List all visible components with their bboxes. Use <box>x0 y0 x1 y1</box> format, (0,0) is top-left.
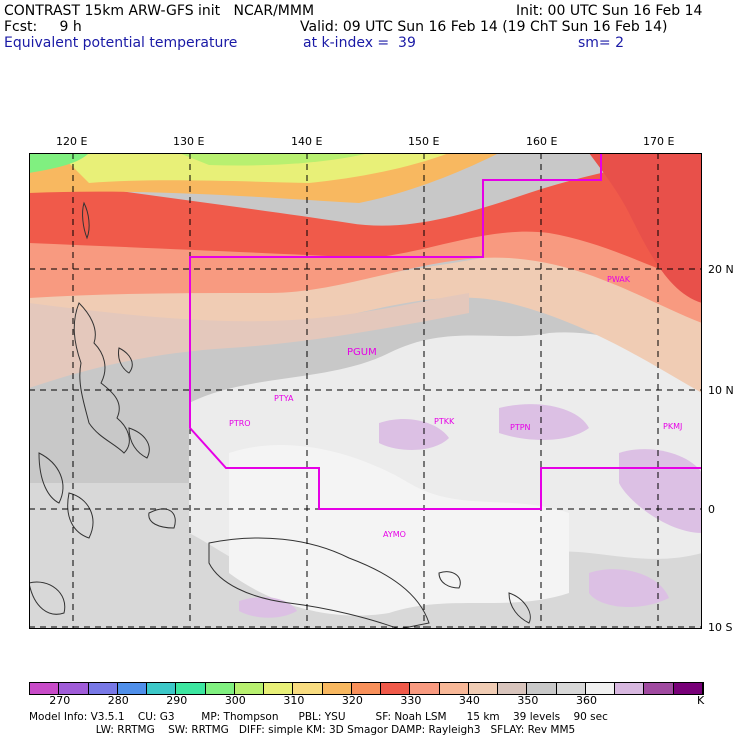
footer-physics-info: LW: RRTMG SW: RRTMG DIFF: simple KM: 3D … <box>29 724 576 736</box>
colorbar-tick-label: 290 <box>166 694 188 707</box>
header-valid-time: Valid: 09 UTC Sun 16 Feb 14 (19 ChT Sun … <box>300 19 668 35</box>
lat-label: 20 N <box>708 263 734 276</box>
coast-visayas <box>118 347 133 374</box>
coast-islands-sw <box>29 581 66 615</box>
lat-label: 0 <box>708 503 715 516</box>
map-frame <box>29 153 702 629</box>
station-label-pgum: PGUM <box>347 347 377 358</box>
colorbar-swatch <box>234 683 264 694</box>
colorbar-tick-label: 300 <box>224 694 246 707</box>
colorbar-swatch <box>30 683 60 694</box>
colorbar-tick-label: 310 <box>283 694 305 707</box>
colorbar-swatch <box>585 683 615 694</box>
colorbar-tick-label: 330 <box>400 694 422 707</box>
colorbar-tick-label: 270 <box>49 694 71 707</box>
header-init-time: Init: 00 UTC Sun 16 Feb 14 <box>516 3 703 19</box>
field-lavender-patch <box>619 449 702 533</box>
field-band-deepred <box>589 153 702 303</box>
field-lavender-patch <box>499 404 589 440</box>
colorbar-tick-label: 350 <box>517 694 539 707</box>
colorbar-swatch <box>381 683 411 694</box>
colorbar-tick-label: 320 <box>341 694 363 707</box>
field-whitest-region <box>229 444 569 616</box>
colorbar-swatch <box>468 683 498 694</box>
header-forecast-hour: Fcst: 9 h <box>4 19 82 35</box>
graticule <box>29 153 702 629</box>
colorbar-swatch <box>205 683 235 694</box>
coast-mindanao <box>128 427 150 459</box>
lon-label: 120 E <box>56 135 88 148</box>
station-label-ptkk: PTKK <box>434 417 455 426</box>
header-field-name: Equivalent potential temperature <box>4 35 238 51</box>
colorbar-tick-label: 340 <box>458 694 480 707</box>
coast-sulawesi <box>67 492 94 539</box>
lon-label: 170 E <box>643 135 675 148</box>
lon-label: 160 E <box>526 135 558 148</box>
colorbar-swatch <box>644 683 674 694</box>
colorbar <box>29 682 704 695</box>
colorbar-swatch <box>147 683 177 694</box>
field-lavender-patch <box>379 418 449 450</box>
coastlines <box>29 201 531 629</box>
station-label-ptpn: PTPN <box>510 423 531 432</box>
field-band-tan-dark <box>29 293 469 388</box>
colorbar-swatch <box>615 683 645 694</box>
coast-new-guinea <box>208 537 430 629</box>
map-svg: PGUM PWAK PTYA PTRO PTKK PTPN PKMJ AYMO <box>29 153 702 629</box>
colorbar-swatch <box>439 683 469 694</box>
colorbar-swatch <box>322 683 352 694</box>
lat-label: 10 S <box>708 621 733 634</box>
lon-label: 150 E <box>408 135 440 148</box>
header-model-title: CONTRAST 15km ARW-GFS init NCAR/MMM <box>4 3 315 19</box>
colorbar-swatch <box>498 683 528 694</box>
header-smoothing: sm= 2 <box>578 35 625 51</box>
station-label-ptro: PTRO <box>229 419 251 428</box>
header-level: at k-index = 39 <box>303 35 416 51</box>
colorbar-swatch <box>556 683 586 694</box>
station-label-ptya: PTYA <box>274 394 294 403</box>
colorbar-unit: K <box>697 694 705 707</box>
field-band-yellow <box>59 153 449 183</box>
coast-borneo <box>38 452 64 504</box>
colorbar-swatch <box>117 683 147 694</box>
lon-label: 130 E <box>173 135 205 148</box>
coast-solomons <box>508 592 531 624</box>
colorbar-tick-label: 280 <box>107 694 129 707</box>
colorbar-swatch <box>293 683 323 694</box>
colorbar-swatch <box>88 683 118 694</box>
field-lavender-patch <box>589 569 669 608</box>
field-band-lightgreen <box>179 153 369 166</box>
field-band-green <box>29 153 89 173</box>
colorbar-tick-label: 360 <box>575 694 597 707</box>
station-label-aymo: AYMO <box>383 530 406 539</box>
colorbar-swatch <box>410 683 440 694</box>
station-label-pkmj: PKMJ <box>663 422 682 431</box>
colorbar-swatch <box>351 683 381 694</box>
colorbar-swatch <box>59 683 89 694</box>
lon-label: 140 E <box>291 135 323 148</box>
map-panel: PGUM PWAK PTYA PTRO PTKK PTPN PKMJ AYMO <box>29 153 702 629</box>
colorbar-swatch <box>264 683 294 694</box>
colorbar-swatch <box>673 683 703 694</box>
lat-label: 10 N <box>708 384 734 397</box>
coast-new-britain <box>438 571 461 589</box>
coast-luzon <box>73 302 130 454</box>
station-label-pwak: PWAK <box>607 275 631 284</box>
inner-domain-outline <box>189 153 702 510</box>
colorbar-swatch <box>527 683 557 694</box>
footer-model-info: Model Info: V3.5.1 CU: G3 MP: Thompson P… <box>29 711 608 723</box>
colorbar-swatch <box>176 683 206 694</box>
coast-taiwan <box>82 201 90 240</box>
